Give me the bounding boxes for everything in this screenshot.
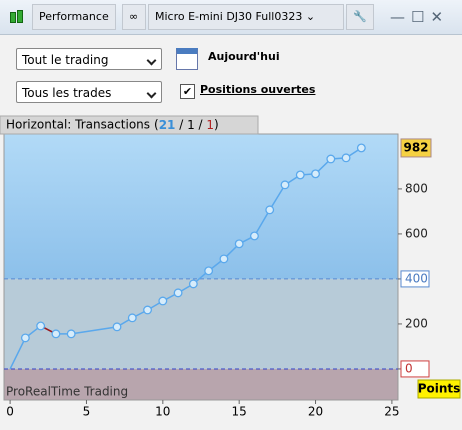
point	[219, 254, 229, 264]
x-tick-label: 5	[83, 405, 91, 419]
point	[112, 322, 122, 332]
window-buttons[interactable]: —☐✕	[390, 8, 450, 26]
scope-select[interactable]: Tout le trading	[16, 48, 162, 70]
x-tick-label: 20	[308, 405, 323, 419]
point	[36, 321, 46, 331]
y-tick-label: 600	[405, 226, 428, 240]
title-tab[interactable]: Performance	[32, 4, 116, 30]
instrument: Micro E-mini DJ30 Full0323	[155, 10, 303, 23]
last-value-box	[400, 138, 432, 158]
x-tick-label: 10	[155, 405, 170, 419]
x-tick-label: 15	[232, 405, 247, 419]
point	[295, 170, 305, 180]
count: 1	[206, 118, 214, 132]
y-unit: Points	[418, 382, 461, 396]
count: 21	[159, 118, 176, 132]
point	[173, 288, 183, 298]
calendar-icon[interactable]	[176, 48, 198, 70]
unit-box	[417, 379, 461, 399]
point	[188, 279, 198, 289]
point	[326, 154, 336, 164]
count: 1	[187, 118, 195, 132]
point	[20, 333, 30, 343]
y-tick-box	[400, 360, 430, 378]
point	[249, 231, 259, 241]
point	[341, 153, 351, 163]
point	[66, 329, 76, 339]
zone-mid	[4, 278, 398, 369]
point	[234, 239, 244, 249]
y-tick-box	[400, 270, 430, 288]
open-positions-label[interactable]: Positions ouvertes	[200, 83, 316, 96]
y-tick-label: 200	[405, 316, 428, 330]
instrument-selector[interactable]: Micro E-mini DJ30 Full0323 ⌄	[148, 4, 344, 30]
point	[356, 143, 366, 153]
chart: 0 200 400 600 800 0 5 10 15 20 25 Horizontal: Tran…	[0, 114, 462, 430]
counts: (21 / 1 / 1)	[154, 118, 219, 132]
x-tick-label: 25	[384, 405, 399, 419]
title-bar: Performance ∞ Micro E-mini DJ30 Full0323…	[0, 0, 462, 35]
zone-high	[4, 134, 398, 279]
trades-select[interactable]: Tous les trades	[16, 81, 162, 103]
panel-header	[0, 115, 259, 135]
point	[127, 313, 137, 323]
x-tick-label: 0	[6, 405, 14, 419]
point	[204, 266, 214, 276]
point	[158, 296, 168, 306]
link-button[interactable]: ∞	[122, 4, 146, 30]
zone-low	[4, 368, 398, 400]
app-icon	[8, 8, 24, 26]
point	[143, 305, 153, 315]
footer: ProRealTime Trading	[6, 385, 128, 399]
y-tick-label: 800	[405, 181, 428, 195]
period-label[interactable]: Aujourd'hui	[208, 50, 280, 63]
y-tick-label: 400	[405, 271, 428, 285]
point	[265, 205, 275, 215]
equity-line	[9, 147, 362, 370]
y-tick-label: 0	[405, 361, 413, 375]
point	[280, 180, 290, 190]
checkbox[interactable]: ✔	[180, 84, 195, 99]
settings-button[interactable]: 🔧	[346, 4, 374, 30]
last-value-label: 982	[403, 140, 428, 154]
point	[51, 329, 61, 339]
panel-title: Horizontal: Transactions	[6, 118, 150, 132]
point	[311, 169, 320, 179]
